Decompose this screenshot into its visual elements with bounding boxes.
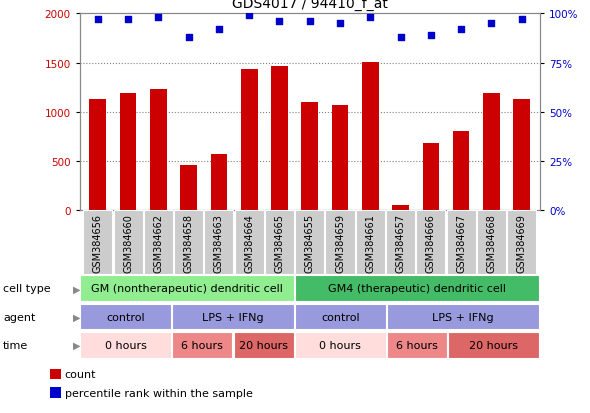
Point: [517, 17, 526, 24]
Text: GSM384660: GSM384660: [123, 213, 133, 272]
Text: ▶: ▶: [73, 284, 80, 294]
Point: [123, 17, 133, 24]
Point: [153, 15, 163, 21]
Bar: [172, 332, 232, 358]
Bar: [295, 276, 539, 301]
Text: GSM384663: GSM384663: [214, 213, 224, 272]
Bar: [295, 304, 386, 330]
Bar: [387, 332, 447, 358]
Text: cell type: cell type: [3, 284, 51, 294]
Point: [396, 35, 405, 41]
Bar: [295, 332, 386, 358]
Bar: [204, 211, 234, 275]
Point: [335, 21, 345, 28]
Text: GSM384666: GSM384666: [426, 213, 436, 272]
Text: LPS + IFNg: LPS + IFNg: [202, 312, 264, 322]
Point: [457, 27, 466, 33]
Text: ▶: ▶: [73, 312, 80, 322]
Bar: [422, 144, 439, 211]
Bar: [90, 100, 106, 211]
Bar: [113, 211, 143, 275]
Text: LPS + IFNg: LPS + IFNg: [432, 312, 494, 322]
Bar: [332, 106, 348, 211]
Text: GSM384669: GSM384669: [517, 213, 527, 272]
Bar: [387, 304, 539, 330]
Bar: [483, 94, 500, 211]
Text: GSM384668: GSM384668: [486, 213, 496, 272]
Bar: [144, 211, 173, 275]
Bar: [392, 206, 409, 211]
Text: GSM384664: GSM384664: [244, 213, 254, 272]
Bar: [447, 211, 476, 275]
Text: 20 hours: 20 hours: [239, 340, 289, 350]
Bar: [211, 155, 227, 211]
Bar: [80, 304, 171, 330]
Text: percentile rank within the sample: percentile rank within the sample: [65, 388, 253, 398]
Text: GSM384657: GSM384657: [395, 213, 405, 272]
Point: [487, 21, 496, 28]
Title: GDS4017 / 94410_f_at: GDS4017 / 94410_f_at: [232, 0, 388, 11]
Text: control: control: [106, 312, 145, 322]
Text: GSM384662: GSM384662: [153, 213, 163, 272]
Bar: [271, 66, 288, 211]
Bar: [513, 100, 530, 211]
Text: 6 hours: 6 hours: [396, 340, 438, 350]
Bar: [507, 211, 536, 275]
Bar: [301, 103, 318, 211]
Bar: [235, 211, 264, 275]
Bar: [386, 211, 415, 275]
Bar: [448, 332, 539, 358]
Text: control: control: [321, 312, 360, 322]
Bar: [83, 211, 112, 275]
Bar: [80, 332, 171, 358]
Bar: [241, 69, 257, 211]
Bar: [174, 211, 203, 275]
Text: GM (nontherapeutic) dendritic cell: GM (nontherapeutic) dendritic cell: [91, 284, 283, 294]
Bar: [150, 90, 167, 211]
Point: [275, 19, 284, 26]
Point: [305, 19, 314, 26]
Point: [184, 35, 194, 41]
Point: [426, 33, 435, 39]
Bar: [417, 211, 445, 275]
Text: GSM384659: GSM384659: [335, 213, 345, 272]
Text: 6 hours: 6 hours: [182, 340, 223, 350]
Text: GSM384658: GSM384658: [183, 213, 194, 272]
Bar: [172, 304, 294, 330]
Bar: [453, 132, 470, 211]
Bar: [362, 62, 379, 211]
Text: 0 hours: 0 hours: [105, 340, 146, 350]
Text: agent: agent: [3, 312, 35, 322]
Text: GSM384667: GSM384667: [456, 213, 466, 272]
Point: [214, 27, 224, 33]
Bar: [295, 211, 324, 275]
Bar: [356, 211, 385, 275]
Bar: [181, 166, 197, 211]
Bar: [80, 276, 294, 301]
Bar: [326, 211, 355, 275]
Bar: [50, 369, 61, 379]
Point: [93, 17, 103, 24]
Bar: [265, 211, 294, 275]
Text: GSM384665: GSM384665: [274, 213, 284, 272]
Text: ▶: ▶: [73, 340, 80, 350]
Text: 20 hours: 20 hours: [469, 340, 519, 350]
Text: GM4 (therapeutic) dendritic cell: GM4 (therapeutic) dendritic cell: [328, 284, 506, 294]
Text: GSM384655: GSM384655: [305, 213, 314, 272]
Text: GSM384656: GSM384656: [93, 213, 103, 272]
Bar: [234, 332, 294, 358]
Bar: [477, 211, 506, 275]
Point: [244, 13, 254, 20]
Bar: [50, 387, 61, 398]
Point: [366, 15, 375, 21]
Text: time: time: [3, 340, 28, 350]
Text: GSM384661: GSM384661: [365, 213, 375, 272]
Text: count: count: [65, 369, 96, 379]
Bar: [120, 94, 136, 211]
Text: 0 hours: 0 hours: [320, 340, 361, 350]
